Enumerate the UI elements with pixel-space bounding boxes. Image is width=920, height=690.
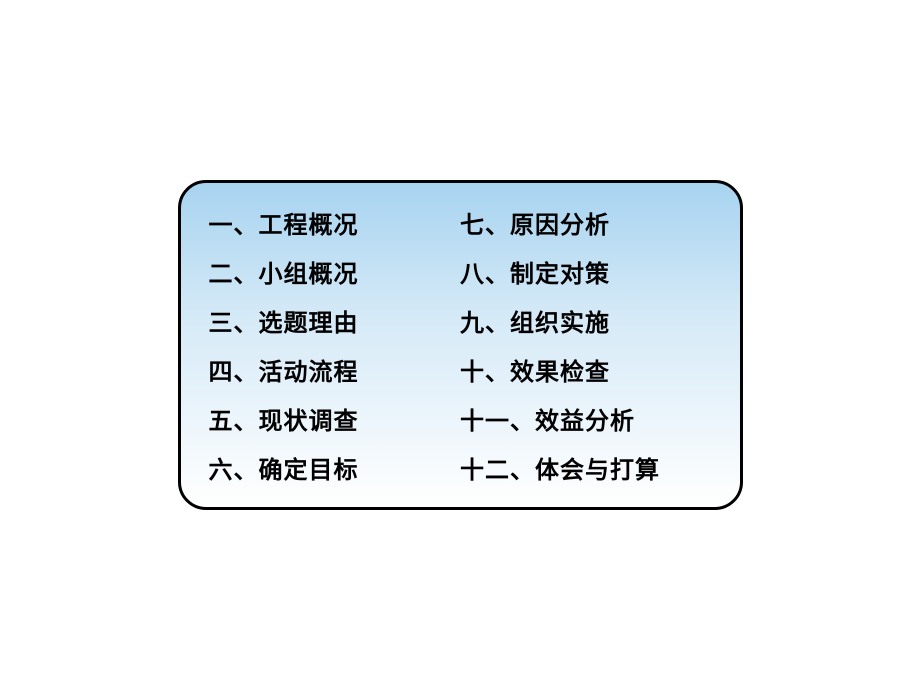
toc-item-11: 十一、效益分析 — [460, 401, 712, 436]
toc-item-2: 二、小组概况 — [209, 254, 461, 289]
toc-item-4: 四、活动流程 — [209, 352, 461, 387]
toc-row: 六、确定目标 十二、体会与打算 — [209, 450, 712, 485]
toc-row: 三、选题理由 九、组织实施 — [209, 303, 712, 338]
toc-row: 二、小组概况 八、制定对策 — [209, 254, 712, 289]
toc-row: 五、现状调查 十一、效益分析 — [209, 401, 712, 436]
toc-item-1: 一、工程概况 — [209, 205, 461, 240]
toc-box: 一、工程概况 七、原因分析 二、小组概况 八、制定对策 三、选题理由 九、组织实… — [178, 180, 743, 510]
toc-item-6: 六、确定目标 — [209, 450, 461, 485]
toc-item-5: 五、现状调查 — [209, 401, 461, 436]
toc-item-9: 九、组织实施 — [460, 303, 712, 338]
toc-item-3: 三、选题理由 — [209, 303, 461, 338]
toc-row: 一、工程概况 七、原因分析 — [209, 205, 712, 240]
toc-row: 四、活动流程 十、效果检查 — [209, 352, 712, 387]
toc-item-7: 七、原因分析 — [460, 205, 712, 240]
toc-item-12: 十二、体会与打算 — [460, 450, 712, 485]
toc-item-8: 八、制定对策 — [460, 254, 712, 289]
toc-item-10: 十、效果检查 — [460, 352, 712, 387]
